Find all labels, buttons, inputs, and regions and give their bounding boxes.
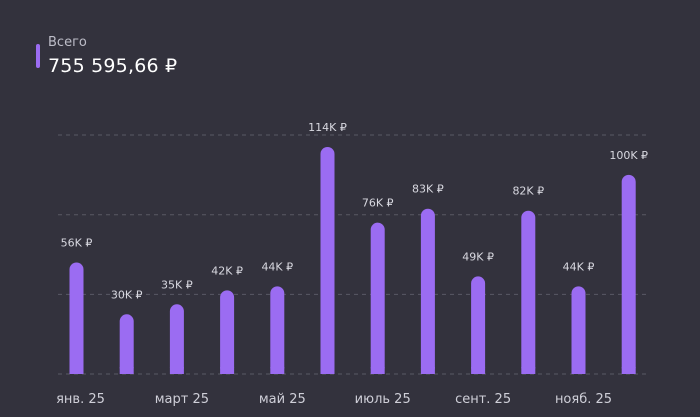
data-label: 44K ₽ bbox=[261, 260, 293, 273]
bar[interactable] bbox=[270, 286, 285, 374]
total-label: Всего bbox=[48, 35, 87, 50]
bar-base bbox=[220, 367, 235, 374]
data-label: 76K ₽ bbox=[362, 197, 394, 210]
bar[interactable] bbox=[621, 174, 636, 374]
bar[interactable] bbox=[471, 276, 486, 374]
bar[interactable] bbox=[370, 222, 385, 374]
bar[interactable] bbox=[119, 314, 134, 374]
bar[interactable] bbox=[521, 210, 536, 374]
data-label: 100K ₽ bbox=[609, 149, 648, 162]
data-label: 49K ₽ bbox=[462, 250, 494, 263]
bar[interactable] bbox=[69, 262, 84, 374]
bar[interactable] bbox=[571, 286, 586, 374]
data-label: 56K ₽ bbox=[61, 236, 93, 249]
total-value: 755 595,66 ₽ bbox=[48, 55, 178, 77]
bar-base bbox=[420, 367, 435, 374]
bar-base bbox=[169, 367, 184, 374]
data-label: 114K ₽ bbox=[308, 121, 347, 134]
bar-base bbox=[571, 367, 586, 374]
bar[interactable] bbox=[169, 304, 184, 374]
bar[interactable] bbox=[220, 290, 235, 374]
bar[interactable] bbox=[420, 208, 435, 374]
bar-base bbox=[471, 367, 486, 374]
data-label: 35K ₽ bbox=[161, 278, 193, 291]
series-color-marker bbox=[36, 44, 40, 68]
data-label: 82K ₽ bbox=[512, 185, 544, 198]
data-label: 30K ₽ bbox=[111, 288, 143, 301]
x-tick-label: март 25 bbox=[155, 392, 209, 407]
bar-base bbox=[370, 367, 385, 374]
bar-base bbox=[621, 367, 636, 374]
bar-base bbox=[69, 367, 84, 374]
x-tick-label: июль 25 bbox=[355, 392, 411, 407]
x-tick-label: май 25 bbox=[259, 392, 306, 407]
bar-base bbox=[521, 367, 536, 374]
x-tick-label: сент. 25 bbox=[455, 392, 511, 407]
data-label: 44K ₽ bbox=[563, 260, 595, 273]
bar[interactable] bbox=[320, 147, 335, 374]
bar-base bbox=[320, 367, 335, 374]
x-tick-label: нояб. 25 bbox=[555, 392, 612, 407]
data-label: 42K ₽ bbox=[211, 264, 243, 277]
data-label: 83K ₽ bbox=[412, 183, 444, 196]
bar-base bbox=[270, 367, 285, 374]
x-tick-label: янв. 25 bbox=[56, 392, 105, 407]
bar-base bbox=[119, 367, 134, 374]
total-summary: Всего 755 595,66 ₽ bbox=[36, 34, 177, 80]
